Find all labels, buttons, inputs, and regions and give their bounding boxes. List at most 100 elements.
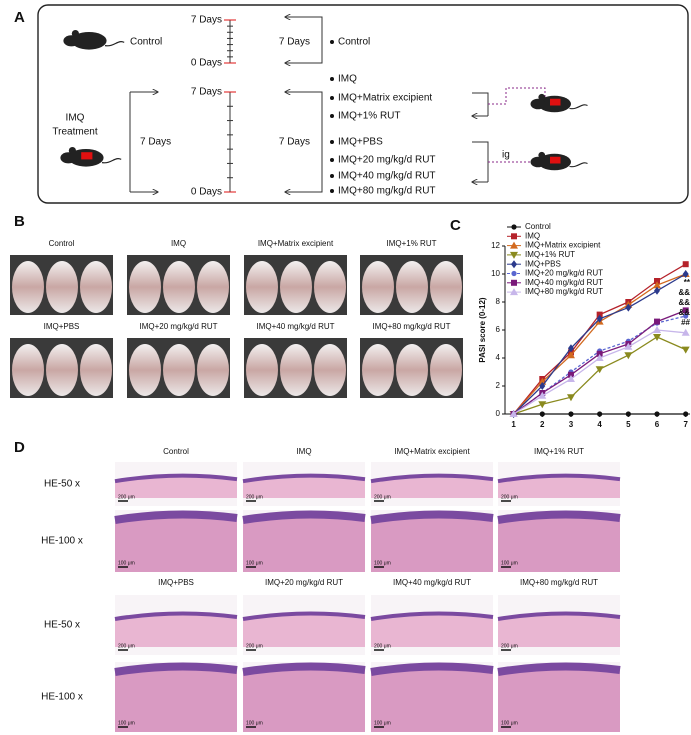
y-tick-label: 8: [496, 297, 501, 306]
group-label: IMQ: [338, 74, 357, 85]
marker: [597, 411, 603, 417]
tissue: [115, 475, 237, 498]
skin-patch: [197, 344, 229, 396]
timeline-label: 7 Days: [191, 87, 222, 98]
tissue: [243, 514, 365, 572]
bracket: [129, 92, 158, 192]
mouse-ear: [71, 30, 79, 38]
tissue: [498, 514, 620, 572]
panel-label: B: [14, 213, 25, 230]
tissue: [243, 475, 365, 498]
group-label: IMQ+80 mg/kg/d RUT: [520, 578, 598, 587]
mouse-head: [60, 152, 77, 164]
skin-patch: [246, 344, 278, 396]
tissue: [498, 666, 620, 732]
marker: [681, 346, 690, 354]
legend-marker: [511, 224, 517, 230]
legend-marker: [511, 233, 517, 240]
tissue: [115, 666, 237, 732]
skin-patch: [163, 261, 195, 313]
mouse-body: [71, 32, 107, 50]
tissue: [498, 613, 620, 647]
panel-a-frame: [37, 4, 689, 204]
tissue: [498, 475, 620, 498]
skin-patch: [80, 344, 112, 396]
y-tick-label: 4: [496, 353, 501, 362]
panel-label: D: [14, 439, 25, 456]
marker: [596, 314, 603, 323]
skin-patch: [314, 261, 346, 313]
marker: [653, 281, 662, 289]
duration-label: 7 Days: [140, 137, 171, 148]
group-label: IMQ+20 mg/kg/d RUT: [139, 322, 217, 331]
group-label: IMQ+80 mg/kg/d RUT: [338, 186, 436, 197]
bullet: [330, 189, 334, 193]
skin-mark: [550, 156, 561, 164]
scale-label: 200 μm: [246, 643, 263, 649]
marker: [653, 326, 662, 333]
tissue: [115, 514, 237, 572]
x-tick-label: 4: [597, 420, 602, 429]
skin-patch: [12, 261, 44, 313]
group-label: IMQ+PBS: [44, 322, 80, 331]
tissue: [115, 613, 237, 647]
epidermis: [242, 611, 366, 621]
legend-marker: [511, 270, 517, 277]
epidermis: [497, 510, 621, 524]
tissue: [371, 475, 493, 498]
group-label: IMQ+1% RUT: [386, 239, 436, 248]
tissue: [371, 514, 493, 572]
legend-label: Control: [525, 222, 551, 231]
mouse-icon: [530, 93, 588, 113]
group-label: IMQ+40 mg/kg/d RUT: [256, 322, 334, 331]
legend-label: IMQ+PBS: [525, 259, 561, 268]
skin-patch: [46, 344, 78, 396]
scale-label: 100 μm: [118, 720, 135, 726]
marker: [624, 352, 633, 360]
epidermis: [370, 662, 494, 676]
skin-patch: [12, 344, 44, 396]
marker: [654, 318, 661, 325]
scale-label: 100 μm: [501, 560, 518, 566]
scale-label: 100 μm: [118, 560, 135, 566]
marker: [595, 366, 604, 374]
bullet: [330, 158, 334, 162]
bullet: [330, 96, 334, 100]
skin-patch: [129, 344, 161, 396]
epidermis: [497, 611, 621, 621]
marker: [625, 411, 631, 417]
y-tick-label: 0: [496, 409, 501, 418]
legend-marker: [511, 260, 517, 269]
legend-marker: [510, 241, 518, 249]
skin-patch: [163, 344, 195, 396]
legend-label: IMQ+80 mg/kg/d RUT: [525, 287, 603, 296]
group-label: IMQ: [171, 239, 186, 248]
mouse-icon: [530, 151, 588, 171]
tissue: [243, 666, 365, 732]
group-label: IMQ+PBS: [338, 137, 383, 148]
scale-label: 200 μm: [374, 643, 391, 649]
mouse-label: Treatment: [52, 127, 97, 138]
group-label: IMQ+1% RUT: [534, 447, 584, 456]
bracket: [285, 92, 489, 192]
bullet: [330, 174, 334, 178]
skin-patch: [129, 261, 161, 313]
scale-label: 200 μm: [118, 494, 135, 500]
y-axis-title: PASI score (0-12): [478, 297, 487, 363]
legend-label: IMQ+1% RUT: [525, 250, 575, 259]
group-label: IMQ+1% RUT: [338, 111, 401, 122]
marker: [654, 411, 660, 417]
legend-label: IMQ: [525, 231, 540, 240]
mouse-tail: [569, 104, 588, 110]
marker: [567, 371, 574, 378]
mouse-tail: [101, 158, 122, 164]
legend-marker: [510, 288, 518, 296]
skin-patch: [280, 261, 312, 313]
row-label: HE-100 x: [41, 692, 83, 703]
mouse-label: Control: [130, 37, 162, 48]
mouse-label: IMQ: [66, 113, 85, 124]
tissue: [243, 613, 365, 647]
annotation: &&: [678, 298, 690, 307]
x-tick-label: 6: [655, 420, 660, 429]
mouse-icon: [60, 147, 122, 167]
